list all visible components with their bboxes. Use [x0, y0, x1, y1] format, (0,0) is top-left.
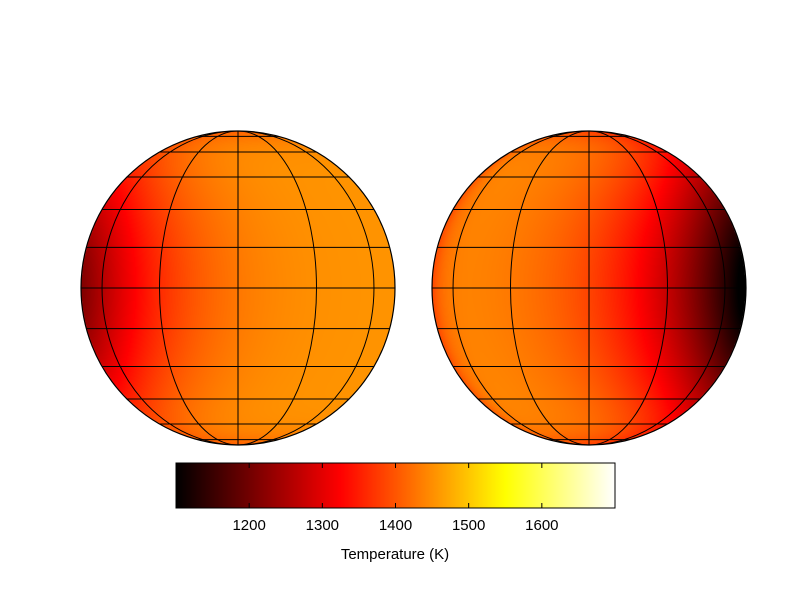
meridian-line — [452, 131, 590, 445]
colorbar-tick-label: 1500 — [452, 517, 485, 534]
colorbar-ticks: 1200 1300 1400 1500 1600 — [232, 463, 559, 534]
meridian-line — [510, 131, 590, 445]
colorbar-tick-label: 1300 — [306, 517, 339, 534]
colorbar-gradient — [175, 462, 616, 509]
globe-map-left — [80, 130, 396, 446]
graticule-left — [81, 131, 395, 445]
meridian-line — [237, 131, 375, 445]
globe-outline-right — [431, 130, 747, 446]
globe-map-right — [431, 130, 747, 446]
colorbar: 1200 1300 1400 1500 1600 Temperature (K) — [175, 462, 616, 563]
globe-outline-left — [80, 130, 396, 446]
colorbar-tick-label: 1200 — [232, 517, 265, 534]
meridian-line — [588, 131, 668, 445]
meridian-line — [159, 131, 239, 445]
meridian-line — [588, 131, 726, 445]
colorbar-label: Temperature (K) — [341, 546, 449, 563]
colorbar-tick-label: 1400 — [379, 517, 412, 534]
colorbar-tick-label: 1600 — [525, 517, 558, 534]
meridian-line — [237, 131, 317, 445]
graticule-right — [432, 131, 746, 445]
meridian-line — [101, 131, 239, 445]
